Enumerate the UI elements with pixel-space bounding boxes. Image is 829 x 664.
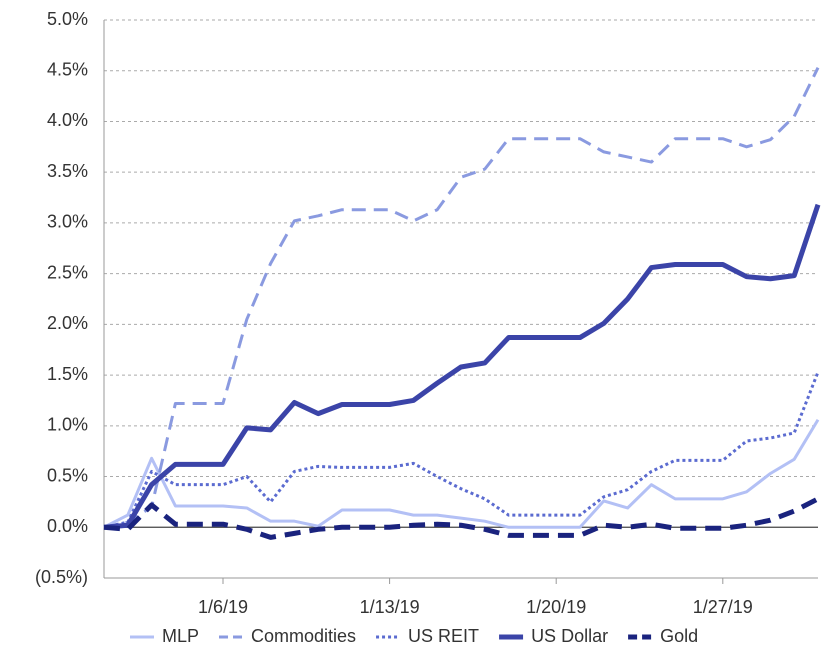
legend-label: Gold [660,626,698,646]
series-line [103,203,821,530]
legend-label: Commodities [251,626,356,646]
y-tick-label: 2.5% [47,262,88,282]
x-tick-label: 1/6/19 [198,597,248,617]
legend-label: MLP [162,626,199,646]
series-line [103,496,820,540]
series-line [103,371,820,529]
y-tick-label: 3.5% [47,161,88,181]
legend-label: US REIT [408,626,479,646]
y-tick-label: 1.0% [47,415,88,435]
y-tick-label: (0.5%) [35,567,88,587]
y-tick-label: 0.5% [47,465,88,485]
y-tick-label: 2.0% [47,313,88,333]
y-tick-label: 3.0% [47,212,88,232]
y-tick-label: 5.0% [47,9,88,29]
x-tick-label: 1/27/19 [693,597,753,617]
y-tick-label: 1.5% [47,364,88,384]
legend-label: US Dollar [531,626,608,646]
series-line [103,67,820,529]
y-tick-label: 4.0% [47,110,88,130]
y-tick-label: 4.5% [47,59,88,79]
y-tick-label: 0.0% [47,516,88,536]
x-tick-label: 1/13/19 [360,597,420,617]
x-tick-label: 1/20/19 [526,597,586,617]
series-line [103,418,820,529]
